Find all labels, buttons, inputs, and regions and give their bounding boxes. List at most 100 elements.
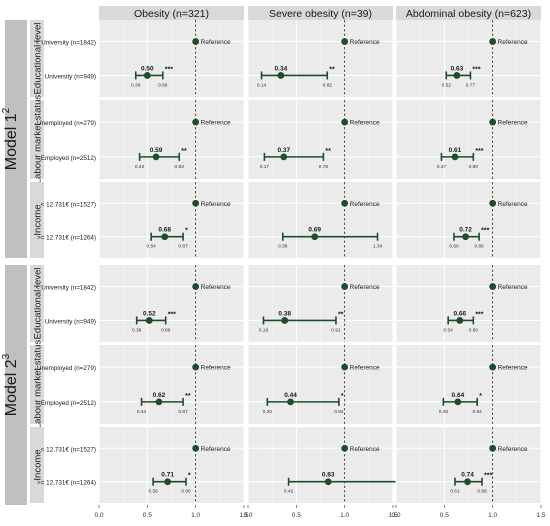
or-label-0-1-2: 0.61 — [449, 147, 462, 154]
ci-lo-label-0-0-0: 0.38 — [131, 82, 141, 88]
sig-label-0-2-0: * — [185, 228, 188, 235]
ci-hi-label-1-2-2: 0.89 — [477, 489, 487, 495]
ref-label-1-1-2: Reference — [498, 365, 528, 372]
ref-point-1-2-0 — [192, 444, 200, 452]
ref-point-1-0-2 — [489, 283, 497, 290]
x-tick-label-2-3: 1.5 — [536, 512, 545, 519]
group-label-0-1: Labour market status — [33, 95, 44, 184]
x-tick-label-1-2: 1.0 — [340, 512, 349, 519]
row-label-1-1-1: Employed (n=2512) — [41, 400, 96, 407]
ci-lo-label-0-2-2: 0.60 — [449, 244, 459, 250]
or-label-1-2-1: 0.83 — [322, 472, 335, 479]
ci-hi-label-0-0-1: 0.82 — [323, 82, 333, 88]
ref-label-0-2-1: Reference — [350, 201, 380, 208]
or-point-0-0-0 — [143, 72, 151, 79]
or-label-1-0-0: 0.52 — [143, 310, 156, 317]
ref-label-0-1-1: Reference — [350, 120, 380, 127]
sig-label-0-1-1: ** — [325, 148, 331, 155]
or-label-1-0-2: 0.66 — [453, 310, 466, 317]
row-label-0-1-0: Unemployed (n=279) — [37, 120, 96, 127]
model-label-1: Model 23 — [1, 353, 20, 416]
row-label-0-2-0: < 12.731€ (n=1527) — [41, 201, 96, 208]
row-label-1-2-1: >= 12.731€ (n=1264) — [37, 480, 96, 487]
row-label-0-1-1: Employed (n=2512) — [41, 155, 96, 162]
group-strip-1-0 — [30, 265, 44, 342]
or-point-0-2-1 — [311, 233, 319, 241]
group-label-0-2: Income — [33, 204, 44, 235]
ci-lo-label-0-1-2: 0.47 — [437, 164, 447, 170]
ref-point-0-0-0 — [192, 38, 200, 45]
sig-label-1-2-2: *** — [484, 473, 492, 480]
sig-label-0-0-2: *** — [472, 66, 480, 73]
ci-hi-label-1-0-1: 0.91 — [331, 327, 341, 333]
model-label-sup-1: 3 — [1, 353, 12, 359]
column-strip-2 — [396, 6, 541, 20]
x-tick-label-2-1: 0.5 — [440, 512, 449, 519]
ref-point-0-0-1 — [341, 38, 349, 45]
group-label-1-2: Income — [33, 449, 44, 480]
ci-lo-label-1-0-2: 0.54 — [444, 327, 454, 333]
ref-point-1-2-1 — [341, 444, 349, 452]
or-point-0-1-2 — [451, 153, 459, 161]
ref-label-1-1-1: Reference — [350, 365, 380, 372]
or-point-1-2-2 — [464, 478, 471, 486]
ci-hi-label-1-2-0: 0.90 — [181, 489, 191, 495]
ref-label-0-1-2: Reference — [498, 120, 528, 127]
or-point-0-0-2 — [453, 72, 461, 79]
x-tick-label-0-1: 0.5 — [143, 512, 152, 519]
or-label-0-1-1: 0.37 — [277, 147, 290, 154]
model-label-0: Model 12 — [1, 107, 20, 170]
sig-label-0-1-0: ** — [181, 148, 187, 155]
column-title-2: Abdominal obesity (n=623) — [406, 8, 531, 20]
row-label-0-2-1: >= 12.731€ (n=1264) — [37, 235, 96, 242]
or-point-0-1-0 — [152, 153, 160, 161]
sig-label-1-2-0: * — [188, 473, 191, 480]
ci-hi-label-0-0-0: 0.66 — [158, 82, 168, 88]
or-point-1-1-2 — [454, 398, 462, 406]
row-label-1-2-0: < 12.731€ (n=1527) — [41, 446, 96, 453]
or-point-1-0-2 — [456, 317, 464, 324]
group-strip-1-1 — [30, 345, 44, 424]
ci-hi-label-1-0-2: 0.80 — [469, 327, 479, 333]
column-title-0: Obesity (n=321) — [134, 8, 209, 20]
or-label-0-2-1: 0.69 — [308, 227, 321, 234]
ci-lo-label-1-0-1: 0.16 — [259, 327, 269, 333]
sig-label-0-0-1: ** — [329, 66, 335, 73]
ref-point-0-2-0 — [192, 199, 200, 207]
ci-lo-label-1-1-2: 0.49 — [439, 409, 449, 415]
model-strip-1 — [5, 265, 27, 505]
x-tick-label-0-2: 1.0 — [191, 512, 200, 519]
ref-label-1-0-1: Reference — [350, 284, 380, 291]
ci-hi-label-0-1-1: 0.78 — [319, 164, 329, 170]
group-strip-1-2 — [30, 427, 44, 503]
or-point-1-2-0 — [164, 478, 172, 486]
ci-hi-label-1-1-0: 0.87 — [178, 409, 188, 415]
ref-point-1-0-1 — [341, 283, 349, 290]
ci-hi-label-0-1-2: 0.80 — [469, 164, 479, 170]
or-point-1-0-0 — [145, 317, 153, 324]
or-label-1-1-2: 0.64 — [452, 392, 465, 399]
column-title-1: Severe obesity (n=39) — [269, 8, 372, 20]
ci-lo-label-0-0-2: 0.52 — [442, 82, 452, 88]
group-strip-0-1 — [30, 100, 44, 179]
or-point-1-0-1 — [281, 317, 289, 324]
ref-label-0-1-0: Reference — [201, 120, 231, 127]
group-label-0-0: Educational level — [33, 23, 44, 95]
sig-label-1-0-0: *** — [168, 311, 176, 318]
ci-lo-label-0-1-1: 0.17 — [260, 164, 270, 170]
ref-label-1-0-0: Reference — [201, 284, 231, 291]
or-point-0-2-2 — [462, 233, 469, 241]
row-label-1-0-0: < University (n=1842) — [36, 285, 96, 292]
row-label-0-0-1: University (n=949) — [45, 73, 96, 80]
row-label-1-1-0: Unemployed (n=279) — [37, 365, 96, 372]
x-tick-label-1-0: 0.0 — [243, 512, 252, 519]
sig-label-1-1-0: ** — [185, 393, 191, 400]
ref-point-1-0-0 — [192, 283, 200, 290]
column-strip-1 — [248, 6, 393, 20]
ref-label-1-2-0: Reference — [201, 446, 231, 453]
x-tick-label-0-3: 1.5 — [239, 512, 248, 519]
sig-label-0-1-2: *** — [475, 148, 483, 155]
ci-hi-label-1-0-0: 0.69 — [161, 327, 171, 333]
ref-point-0-2-1 — [341, 199, 349, 207]
or-point-1-1-0 — [155, 398, 163, 406]
